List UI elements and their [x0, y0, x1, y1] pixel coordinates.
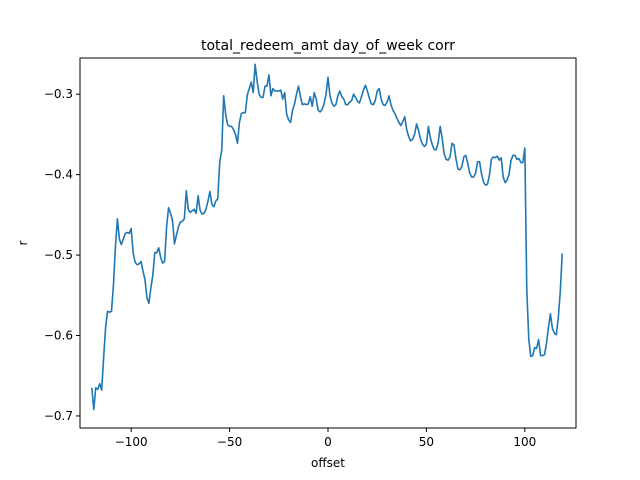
x-axis: −100 −50 0 50 100	[115, 428, 536, 449]
y-tick-label: −0.5	[44, 248, 73, 262]
series-line-0	[91, 63, 564, 411]
x-tick-label: 0	[324, 435, 332, 449]
x-tick-label: −100	[115, 435, 148, 449]
y-tick-label: −0.3	[44, 87, 73, 101]
x-tick-label: 100	[513, 435, 536, 449]
series-layer	[91, 63, 564, 411]
y-tick-label: −0.7	[44, 409, 73, 423]
x-axis-title: offset	[311, 456, 345, 470]
x-tick-label: −50	[217, 435, 242, 449]
chart-title: total_redeem_amt day_of_week corr	[201, 38, 455, 54]
plot-area	[80, 58, 576, 428]
y-axis-title: r	[16, 240, 30, 245]
y-tick-label: −0.6	[44, 329, 73, 343]
y-axis: −0.7 −0.6 −0.5 −0.4 −0.3	[44, 87, 80, 423]
x-tick-label: 50	[419, 435, 434, 449]
y-tick-label: −0.4	[44, 168, 73, 182]
